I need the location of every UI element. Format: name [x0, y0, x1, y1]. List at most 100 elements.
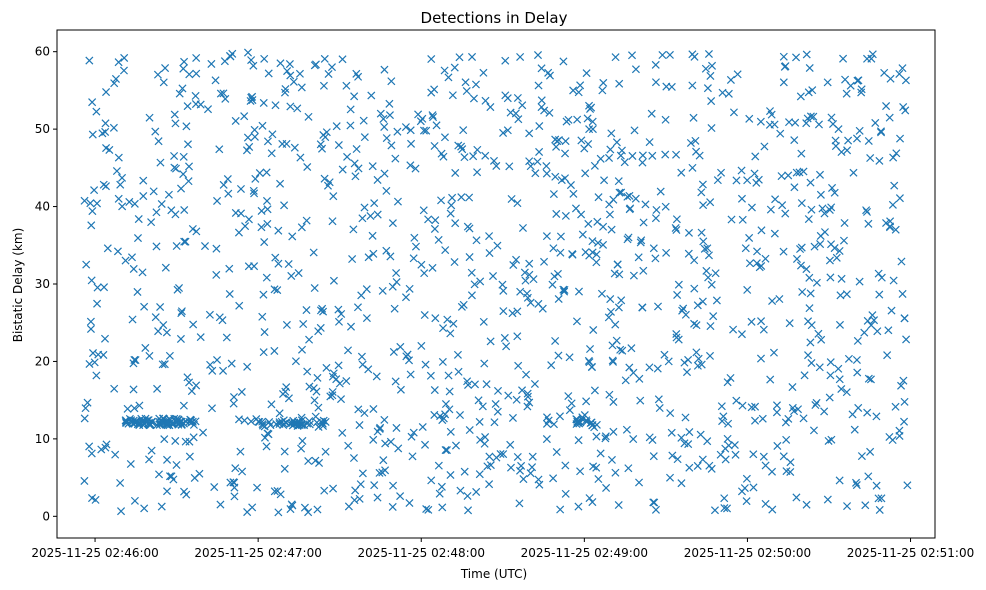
data-point — [85, 359, 94, 369]
data-point — [804, 351, 813, 360]
data-point — [550, 272, 559, 281]
data-point — [110, 384, 119, 393]
data-point — [427, 54, 436, 64]
data-point — [493, 241, 502, 250]
data-point — [518, 223, 527, 233]
data-point — [91, 495, 100, 504]
data-point — [177, 309, 186, 318]
data-point — [574, 88, 583, 97]
data-point — [875, 505, 884, 514]
data-point — [877, 128, 886, 137]
data-point — [273, 486, 282, 495]
data-point — [820, 407, 829, 416]
data-point — [154, 137, 163, 146]
data-point — [724, 419, 733, 428]
data-point — [270, 487, 279, 496]
data-point — [817, 335, 826, 344]
data-point — [470, 380, 480, 389]
data-point — [508, 309, 517, 318]
data-point — [481, 151, 490, 160]
data-point — [883, 351, 892, 360]
data-point — [599, 222, 608, 231]
data-point — [768, 505, 777, 514]
data-point — [231, 116, 240, 125]
data-point — [751, 152, 760, 161]
data-point — [264, 69, 273, 78]
data-point — [569, 189, 578, 198]
data-point — [192, 69, 201, 78]
data-point — [582, 416, 591, 425]
data-point — [432, 121, 441, 130]
data-point — [121, 256, 130, 265]
data-point — [873, 327, 882, 336]
data-point — [140, 302, 149, 311]
data-point — [234, 415, 244, 424]
data-point — [890, 181, 899, 190]
data-point — [329, 192, 338, 201]
data-point — [235, 301, 244, 310]
data-point — [87, 276, 96, 285]
data-point — [580, 411, 589, 420]
data-point — [704, 49, 713, 59]
data-point — [662, 248, 671, 257]
data-point — [857, 85, 866, 94]
data-point — [769, 348, 778, 357]
data-point — [804, 317, 813, 326]
data-point — [469, 152, 478, 161]
data-point — [802, 265, 811, 274]
data-point — [391, 377, 400, 386]
data-point — [300, 503, 309, 512]
data-point — [221, 94, 230, 103]
data-point — [685, 428, 694, 437]
data-point — [837, 147, 846, 157]
data-point — [234, 228, 243, 237]
data-point — [556, 505, 565, 514]
data-point — [852, 481, 861, 490]
data-point — [888, 436, 897, 445]
data-point — [604, 313, 613, 322]
data-point — [704, 251, 713, 260]
data-point — [809, 426, 818, 435]
data-point — [790, 183, 799, 192]
data-point — [127, 253, 137, 262]
data-point — [651, 214, 660, 223]
data-point — [866, 375, 875, 384]
data-point — [706, 322, 715, 331]
data-point — [846, 81, 855, 90]
data-point — [624, 464, 633, 473]
data-point — [289, 77, 298, 86]
data-point — [424, 505, 433, 514]
data-point — [534, 81, 543, 90]
data-point — [263, 429, 272, 438]
data-point — [405, 498, 414, 508]
data-point — [844, 136, 853, 145]
data-point — [756, 354, 766, 363]
data-point — [651, 505, 660, 514]
data-point — [869, 316, 879, 325]
data-point — [760, 142, 769, 151]
data-point — [901, 106, 910, 115]
data-point — [842, 290, 851, 299]
data-point — [290, 143, 299, 152]
data-point — [82, 260, 91, 269]
data-point — [389, 347, 398, 356]
data-point — [807, 205, 816, 214]
data-point — [114, 58, 123, 67]
data-point — [727, 215, 736, 224]
data-point — [319, 307, 328, 316]
data-point — [470, 280, 479, 289]
data-point — [691, 136, 700, 145]
data-point — [842, 388, 851, 397]
data-point — [94, 350, 103, 359]
data-point — [565, 406, 574, 415]
data-point — [589, 325, 598, 335]
data-point — [895, 194, 904, 203]
data-point — [322, 128, 331, 137]
data-point — [586, 345, 595, 354]
data-point — [566, 181, 575, 190]
data-point — [293, 104, 302, 113]
data-point — [393, 197, 402, 206]
data-point — [891, 402, 900, 411]
data-point — [556, 232, 565, 241]
data-point — [321, 133, 330, 142]
